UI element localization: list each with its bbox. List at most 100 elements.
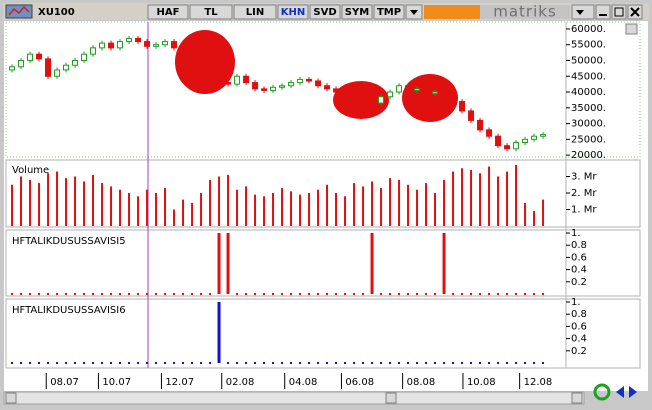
scrollbar[interactable]	[3, 391, 585, 405]
button-label[interactable]: TL	[204, 7, 218, 18]
bar	[362, 186, 365, 226]
button-label[interactable]: TMP	[377, 7, 401, 18]
bar	[488, 166, 491, 226]
bar	[146, 189, 149, 226]
button-label[interactable]: KHN	[281, 7, 306, 18]
button[interactable]	[373, 4, 405, 20]
candle-body	[414, 88, 421, 91]
candle-body	[180, 47, 187, 55]
baseline-dot	[227, 362, 230, 364]
panel-button[interactable]	[625, 23, 638, 35]
baseline-dot	[344, 362, 347, 364]
button[interactable]	[147, 4, 189, 20]
baseline-dot	[452, 362, 455, 364]
candle-body	[324, 85, 331, 90]
button-label[interactable]: HAF	[157, 7, 180, 18]
button-label[interactable]: SVD	[313, 7, 336, 18]
scroll-thumb[interactable]	[385, 392, 397, 404]
bar	[245, 186, 248, 226]
baseline-dot	[506, 362, 509, 364]
baseline-dot	[443, 362, 446, 364]
y-tick-label: 50000.	[571, 55, 606, 66]
bar	[56, 171, 59, 226]
baseline-dot	[263, 293, 266, 295]
baseline-dot	[488, 293, 491, 295]
candle-body	[486, 129, 493, 137]
baseline-dot	[182, 362, 185, 364]
candle-body	[378, 96, 385, 104]
baseline-dot	[20, 362, 23, 364]
baseline-dot	[362, 362, 365, 364]
y-tick-label: 3. Mr	[571, 172, 597, 183]
window-menu[interactable]	[571, 4, 595, 20]
baseline-dot	[236, 293, 239, 295]
scroll-right[interactable]	[571, 392, 583, 404]
dropdown-arrow	[410, 10, 418, 15]
button[interactable]	[341, 4, 373, 20]
symbol[interactable]: XU100	[38, 7, 75, 18]
bar	[272, 193, 275, 226]
baseline-dot	[146, 362, 149, 364]
y-tick-label: 0.6	[571, 321, 587, 332]
candle-body	[144, 41, 151, 47]
candle-body	[288, 82, 295, 87]
scroll-left[interactable]	[5, 392, 17, 404]
baseline-dot	[389, 362, 392, 364]
baseline-dot	[533, 362, 536, 364]
candle-body	[189, 53, 196, 61]
candle-body	[513, 141, 520, 150]
bar	[217, 302, 221, 363]
baseline-dot	[434, 362, 437, 364]
bar	[83, 181, 86, 226]
baseline-dot	[254, 362, 257, 364]
baseline-dot	[380, 293, 383, 295]
baseline-dot	[119, 293, 122, 295]
refresh[interactable]	[593, 383, 611, 401]
baseline-dot	[416, 293, 419, 295]
baseline-dot	[479, 293, 482, 295]
baseline-dot	[74, 293, 77, 295]
baseline-dot	[299, 293, 302, 295]
candle-body	[360, 97, 367, 101]
baseline-dot	[83, 293, 86, 295]
y-tick-label: 0.4	[571, 265, 587, 276]
y-tick-label: 25000.	[571, 134, 606, 145]
y-tick-label: 30000.	[571, 119, 606, 130]
x-tick-label: 06.08	[345, 377, 374, 388]
button-label[interactable]: SYM	[345, 7, 369, 18]
bar	[20, 176, 23, 226]
candle-body	[207, 69, 214, 77]
button[interactable]	[309, 4, 341, 20]
baseline-dot	[317, 362, 320, 364]
baseline-dot	[191, 293, 194, 295]
bar	[173, 209, 176, 226]
panel-title: Volume	[12, 165, 49, 176]
candle-body	[432, 91, 439, 95]
button[interactable]	[189, 4, 233, 20]
baseline-dot	[128, 362, 131, 364]
baseline-dot	[398, 293, 401, 295]
baseline-dot	[434, 293, 437, 295]
bar	[236, 189, 239, 226]
button[interactable]	[277, 4, 309, 20]
volume-panel	[5, 159, 641, 228]
bar	[164, 188, 167, 226]
maximize[interactable]	[611, 4, 627, 20]
button-label[interactable]: LIN	[246, 7, 264, 18]
bar	[335, 193, 338, 226]
baseline-dot	[524, 293, 527, 295]
x-tick-label: 08.07	[50, 377, 79, 388]
minimize[interactable]	[595, 4, 611, 20]
y-tick-label: 1.	[571, 297, 581, 308]
nav-right[interactable]	[629, 386, 637, 398]
candle-body	[81, 53, 88, 61]
candle-body	[252, 82, 259, 90]
baseline-dot	[425, 293, 428, 295]
baseline-dot	[254, 293, 257, 295]
baseline-dot	[470, 293, 473, 295]
baseline-dot	[263, 362, 266, 364]
candle-body	[477, 119, 484, 131]
button[interactable]	[233, 4, 277, 20]
nav-left[interactable]	[616, 386, 624, 398]
